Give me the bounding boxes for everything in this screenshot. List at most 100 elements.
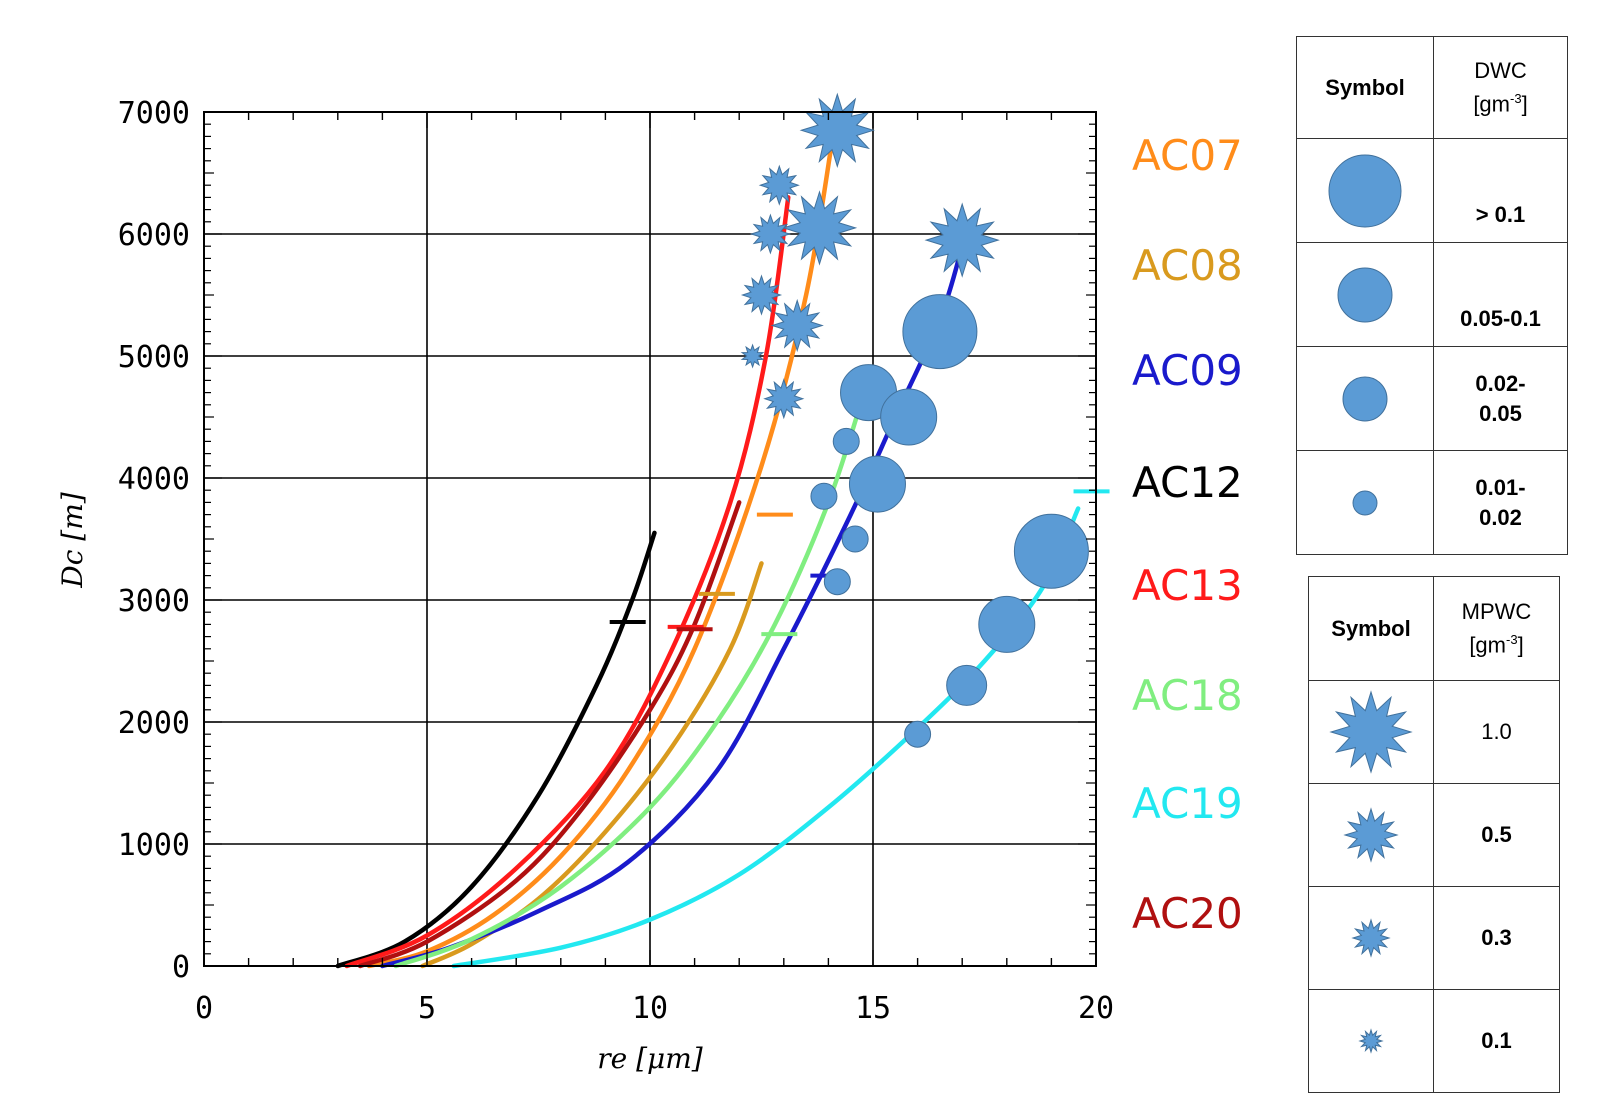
mpwc-table-row: 1.0 [1308,680,1560,784]
dwc-table-row: 0.02- 0.05 [1296,346,1568,451]
series-line-ac08 [420,561,764,969]
mpwc-symbol-cell [1308,886,1434,990]
dwc-col-symbol: Symbol [1296,36,1434,139]
y-tick-label: 6000 [118,218,190,253]
circle-icon [1342,376,1388,421]
legend-label-ac20: AC20 [1132,889,1243,938]
dwc-table-row: > 0.1 [1296,138,1568,243]
series-line-ac18 [393,390,867,969]
series-line-ac13 [344,195,791,969]
mpwc-table-row: 0.3 [1308,886,1560,990]
dwc-value-line1: 0.02- [1475,370,1526,396]
dwc-header-title: DWC [1474,57,1527,83]
y-tick-label: 0 [172,950,190,985]
legend-label-ac09: AC09 [1132,346,1243,395]
mpwc-star-marker [758,164,800,206]
error-marks [609,489,1110,637]
dwc-circle-marker [904,720,932,748]
dwc-symbol-cell [1296,346,1434,451]
x-tick-label: 20 [1078,991,1114,1026]
dwc-circle-marker [946,664,988,706]
mpwc-star-marker [924,202,1000,278]
dwc-table-row: 0.05-0.1 [1296,242,1568,347]
circle-icon [1337,267,1393,322]
dwc-circle-marker [902,294,978,370]
mpwc-header-title: MPWC [1461,598,1532,624]
legend-label-ac12: AC12 [1132,458,1243,507]
y-tick-label: 1000 [118,828,190,863]
dwc-header-unit: [gm-3] [1473,90,1528,117]
data-symbols [740,92,1089,748]
circle-icon [1328,154,1402,227]
mpwc-symbol-cell [1308,989,1434,1093]
dwc-value-cell: 0.01- 0.02 [1433,450,1568,555]
mpwc-value-cell: 1.0 [1433,680,1560,784]
dwc-value-line1: 0.01- [1475,474,1526,500]
legend-label-ac19: AC19 [1132,779,1243,828]
y-tick-label: 7000 [118,96,190,131]
dwc-circle-marker [823,568,851,596]
dwc-col-header: DWC [gm-3] [1433,36,1568,139]
legend-label-ac18: AC18 [1132,671,1243,720]
dwc-value-cell: > 0.1 [1433,138,1568,243]
plot-border [203,111,1097,967]
mpwc-table-row: 0.1 [1308,989,1560,1093]
dwc-value-line1: > 0.1 [1475,202,1526,227]
mpwc-star-marker [781,190,858,266]
mpwc-symbol-cell [1308,680,1434,784]
mpwc-table-row: 0.5 [1308,783,1560,887]
x-tick-label: 10 [632,991,668,1026]
y-tick-label: 4000 [118,462,190,497]
mpwc-col-header: MPWC [gm-3] [1433,576,1560,681]
dwc-table-row: 0.01- 0.02 [1296,450,1568,555]
star-icon [1351,918,1391,958]
dwc-value-cell: 0.05-0.1 [1433,242,1568,347]
mpwc-value-cell: 0.5 [1433,783,1560,887]
dwc-symbol-cell [1296,450,1434,555]
series-line-ac12 [335,530,657,969]
dwc-circle-marker [810,482,838,510]
x-axis-label: re [μm] [597,1042,703,1075]
legend-label-ac13: AC13 [1132,561,1243,610]
legend: AC07 AC08 AC09 AC12 AC13 AC18 AC19 AC20 [1132,131,1243,938]
x-tick-label: 15 [855,991,891,1026]
y-tick-label: 3000 [118,584,190,619]
dwc-circle-marker [832,427,860,455]
mpwc-table: Symbol MPWC [gm-3] 1.0 0.5 0.3 0.1 [1308,576,1560,1093]
y-axis-label: Dc [m] [56,492,89,589]
x-tick-label: 5 [418,991,436,1026]
dwc-circle-marker [848,455,906,513]
dwc-circle-marker [978,595,1036,653]
series-line-ac20 [357,500,742,969]
grid [204,112,1096,966]
circle-icon [1352,490,1378,515]
y-tick-label: 2000 [118,706,190,741]
mpwc-star-marker [749,213,791,255]
legend-label-ac08: AC08 [1132,241,1243,290]
chart-plot: 0 5 10 15 20 0 1000 2000 3000 4000 5000 6000 7000 AC… [56,92,1243,1075]
dwc-symbol-cell [1296,138,1434,243]
dwc-value-line1: 0.05-0.1 [1460,306,1541,331]
plot-frame [203,111,1097,967]
series-line-ac07 [366,134,836,969]
mpwc-star-marker [763,378,805,420]
dwc-value-line2: 0.02 [1479,504,1522,530]
star-icon [1343,807,1399,863]
mpwc-star-marker [740,343,765,369]
mpwc-symbol-cell [1308,783,1434,887]
mpwc-star-marker [770,298,824,353]
mpwc-col-symbol: Symbol [1308,576,1434,681]
tick-labels: 0 5 10 15 20 0 1000 2000 3000 4000 5000 6000 7000 [118,96,1114,1026]
dwc-circle-marker [1013,513,1089,589]
star-icon [1358,1028,1384,1054]
mpwc-star-marker [740,274,783,316]
dwc-value-line2: 0.05 [1479,400,1522,426]
dwc-circle-marker [841,525,869,553]
legend-label-ac07: AC07 [1132,131,1243,180]
mpwc-value-cell: 0.3 [1433,886,1560,990]
mpwc-star-marker [799,92,875,168]
star-icon [1329,690,1413,774]
dwc-value-cell: 0.02- 0.05 [1433,346,1568,451]
dwc-table: Symbol DWC [gm-3] > 0.1 0.05-0.1 0.02- 0.05… [1296,36,1568,555]
mpwc-header-unit: [gm-3] [1469,631,1524,658]
